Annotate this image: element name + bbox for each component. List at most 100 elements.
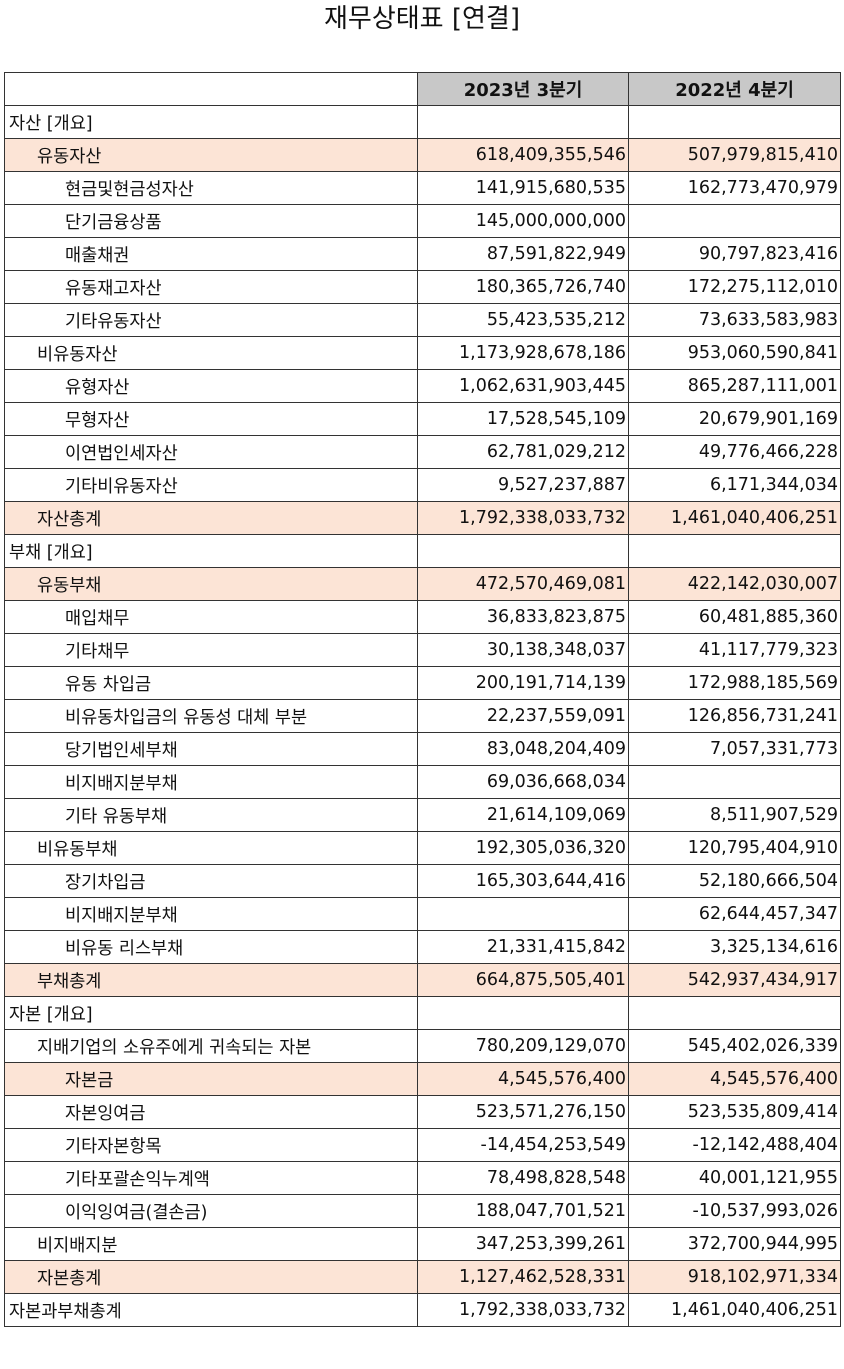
value-2022-q4: 20,679,901,169 — [628, 402, 841, 436]
value-2023-q3: 1,792,338,033,732 — [417, 1293, 629, 1327]
value-2023-q3: 1,173,928,678,186 — [417, 336, 629, 370]
value-2023-q3: 1,127,462,528,331 — [417, 1260, 629, 1294]
value-2022-q4: 40,001,121,955 — [628, 1161, 841, 1195]
value-2023-q3: 1,792,338,033,732 — [417, 501, 629, 535]
row-label: 장기차입금 — [4, 864, 418, 898]
row-label: 비지배지분 — [4, 1227, 418, 1261]
value-2022-q4 — [628, 765, 841, 799]
value-2023-q3: 78,498,828,548 — [417, 1161, 629, 1195]
value-2022-q4: 6,171,344,034 — [628, 468, 841, 502]
value-2023-q3: 87,591,822,949 — [417, 237, 629, 271]
header-blank-cell — [4, 72, 418, 106]
row-label: 자산 [개요] — [4, 105, 418, 139]
value-2022-q4 — [628, 534, 841, 568]
page-title: 재무상태표 [연결] — [324, 4, 520, 34]
row-label: 유동재고자산 — [4, 270, 418, 304]
value-2022-q4: 73,633,583,983 — [628, 303, 841, 337]
value-2023-q3: -14,454,253,549 — [417, 1128, 629, 1162]
row-label: 자산총계 — [4, 501, 418, 535]
value-2022-q4: 62,644,457,347 — [628, 897, 841, 931]
value-2023-q3: 180,365,726,740 — [417, 270, 629, 304]
table-row: 기타비유동자산 9,527,237,887 6,171,344,034 — [4, 468, 841, 502]
row-label: 기타 유동부채 — [4, 798, 418, 832]
value-2022-q4: 60,481,885,360 — [628, 600, 841, 634]
value-2023-q3: 200,191,714,139 — [417, 666, 629, 700]
table-row: 비지배지분부채 62,644,457,347 — [4, 897, 841, 931]
table-row: 자본 [개요] — [4, 996, 841, 1030]
value-2023-q3: 145,000,000,000 — [417, 204, 629, 238]
table-row: 자본잉여금 523,571,276,150 523,535,809,414 — [4, 1095, 841, 1129]
table-row: 비지배지분 347,253,399,261 372,700,944,995 — [4, 1227, 841, 1261]
value-2022-q4: 8,511,907,529 — [628, 798, 841, 832]
row-label: 자본금 — [4, 1062, 418, 1096]
value-2023-q3: 22,237,559,091 — [417, 699, 629, 733]
row-label: 당기법인세부채 — [4, 732, 418, 766]
row-label: 단기금융상품 — [4, 204, 418, 238]
value-2023-q3: 780,209,129,070 — [417, 1029, 629, 1063]
table-row: 기타포괄손익누계액 78,498,828,548 40,001,121,955 — [4, 1161, 841, 1195]
table-row: 부채 [개요] — [4, 534, 841, 568]
value-2023-q3: 347,253,399,261 — [417, 1227, 629, 1261]
table-row: 매입채무 36,833,823,875 60,481,885,360 — [4, 600, 841, 634]
value-2022-q4: 49,776,466,228 — [628, 435, 841, 469]
value-2023-q3: 188,047,701,521 — [417, 1194, 629, 1228]
value-2022-q4: 162,773,470,979 — [628, 171, 841, 205]
value-2022-q4: 918,102,971,334 — [628, 1260, 841, 1294]
table-row: 단기금융상품 145,000,000,000 — [4, 204, 841, 238]
value-2023-q3 — [417, 534, 629, 568]
value-2022-q4: -10,537,993,026 — [628, 1194, 841, 1228]
value-2023-q3: 17,528,545,109 — [417, 402, 629, 436]
value-2022-q4: -12,142,488,404 — [628, 1128, 841, 1162]
row-label: 비유동부채 — [4, 831, 418, 865]
value-2022-q4 — [628, 105, 841, 139]
value-2023-q3: 55,423,535,212 — [417, 303, 629, 337]
value-2023-q3: 30,138,348,037 — [417, 633, 629, 667]
table-row: 자본총계 1,127,462,528,331 918,102,971,334 — [4, 1260, 841, 1294]
column-header-2023-q3: 2023년 3분기 — [417, 72, 629, 106]
value-2022-q4: 172,275,112,010 — [628, 270, 841, 304]
value-2022-q4: 372,700,944,995 — [628, 1227, 841, 1261]
value-2022-q4 — [628, 204, 841, 238]
value-2022-q4: 422,142,030,007 — [628, 567, 841, 601]
row-label: 유동자산 — [4, 138, 418, 172]
table-row: 자산 [개요] — [4, 105, 841, 139]
table-row: 자본과부채총계 1,792,338,033,732 1,461,040,406,25… — [4, 1293, 841, 1327]
value-2023-q3: 83,048,204,409 — [417, 732, 629, 766]
row-label: 유형자산 — [4, 369, 418, 403]
value-2022-q4: 172,988,185,569 — [628, 666, 841, 700]
table-row: 당기법인세부채 83,048,204,409 7,057,331,773 — [4, 732, 841, 766]
value-2023-q3: 165,303,644,416 — [417, 864, 629, 898]
value-2022-q4: 4,545,576,400 — [628, 1062, 841, 1096]
row-label: 현금및현금성자산 — [4, 171, 418, 205]
value-2023-q3: 69,036,668,034 — [417, 765, 629, 799]
row-label: 이익잉여금(결손금) — [4, 1194, 418, 1228]
row-label: 기타채무 — [4, 633, 418, 667]
table-row: 유동 차입금 200,191,714,139 172,988,185,569 — [4, 666, 841, 700]
value-2023-q3: 62,781,029,212 — [417, 435, 629, 469]
value-2023-q3: 523,571,276,150 — [417, 1095, 629, 1129]
row-label: 유동부채 — [4, 567, 418, 601]
value-2023-q3: 192,305,036,320 — [417, 831, 629, 865]
table-row: 기타 유동부채 21,614,109,069 8,511,907,529 — [4, 798, 841, 832]
row-label: 무형자산 — [4, 402, 418, 436]
value-2023-q3 — [417, 996, 629, 1030]
table-body: 자산 [개요] 유동자산 618,409,355,546 507,979,815,41… — [4, 105, 841, 1327]
row-label: 비지배지분부채 — [4, 897, 418, 931]
table-row: 이연법인세자산 62,781,029,212 49,776,466,228 — [4, 435, 841, 469]
header-row: 2023년 3분기 2022년 4분기 — [4, 72, 841, 106]
table-row: 기타채무 30,138,348,037 41,117,779,323 — [4, 633, 841, 667]
row-label: 기타비유동자산 — [4, 468, 418, 502]
value-2023-q3: 472,570,469,081 — [417, 567, 629, 601]
row-label: 비유동 리스부채 — [4, 930, 418, 964]
row-label: 이연법인세자산 — [4, 435, 418, 469]
table-row: 무형자산 17,528,545,109 20,679,901,169 — [4, 402, 841, 436]
value-2023-q3: 664,875,505,401 — [417, 963, 629, 997]
value-2022-q4: 41,117,779,323 — [628, 633, 841, 667]
row-label: 비지배지분부채 — [4, 765, 418, 799]
value-2022-q4 — [628, 996, 841, 1030]
table-row: 장기차입금 165,303,644,416 52,180,666,504 — [4, 864, 841, 898]
table-row: 매출채권 87,591,822,949 90,797,823,416 — [4, 237, 841, 271]
value-2023-q3: 9,527,237,887 — [417, 468, 629, 502]
value-2023-q3: 21,331,415,842 — [417, 930, 629, 964]
value-2023-q3: 21,614,109,069 — [417, 798, 629, 832]
